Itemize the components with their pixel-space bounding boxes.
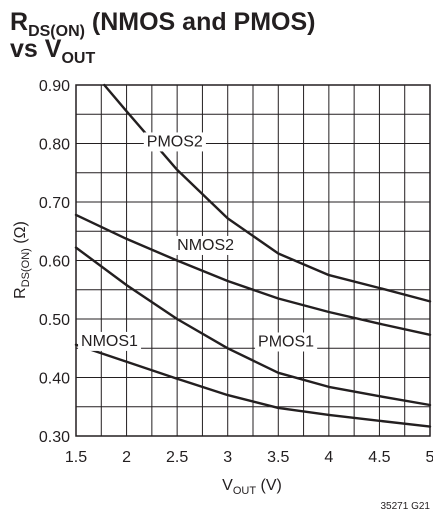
x-tick-label: 2 — [122, 449, 131, 466]
x-axis-label: VOUT (V) — [222, 477, 282, 497]
y-axis-label: RDS(ON) (Ω) — [12, 221, 32, 299]
series-label-nmos1: NMOS1 — [81, 333, 138, 350]
y-tick-label: 0.70 — [39, 195, 70, 212]
series-label-background-nmos1 — [78, 331, 142, 351]
x-tick-label: 4.5 — [368, 449, 390, 466]
series-line-pmos2 — [103, 83, 432, 303]
chart-title-line1: RDS(ON) (NMOS and PMOS) — [10, 8, 316, 40]
series-line-nmos2 — [74, 213, 432, 336]
tick-labels: 1.5 2 2.5 3 3.5 4 4.5 5 0.30 0.40 0.50 0.60 0.70 0.80… — [39, 78, 433, 466]
series-line-nmos1 — [74, 343, 432, 428]
series-labels: PMOS2 NMOS2 PMOS1 NMOS1 — [78, 132, 318, 352]
plot-frame — [75, 84, 431, 437]
series-label-background-pmos2 — [143, 132, 206, 152]
y-tick-label: 0.90 — [39, 78, 70, 95]
series-label-pmos1: PMOS1 — [258, 333, 314, 350]
chart-title-line2: vs VOUT — [10, 35, 95, 67]
x-tick-label: 5 — [426, 449, 433, 466]
series-label-pmos2: PMOS2 — [147, 133, 203, 150]
grid — [75, 84, 431, 437]
y-tick-label: 0.50 — [39, 312, 70, 329]
x-tick-label: 2.5 — [166, 449, 188, 466]
x-tick-label: 3 — [223, 449, 232, 466]
y-tick-label: 0.60 — [39, 254, 70, 271]
x-tick-label: 4 — [324, 449, 333, 466]
series-layer — [74, 83, 432, 428]
figure-id: 35271 G21 — [381, 501, 431, 512]
series-label-background-pmos1 — [255, 332, 318, 352]
x-tick-label: 3.5 — [267, 449, 289, 466]
series-line-pmos1 — [74, 246, 432, 407]
x-tick-label: 1.5 — [65, 449, 87, 466]
series-label-background-nmos2 — [174, 235, 238, 255]
y-tick-label: 0.40 — [39, 371, 70, 388]
y-tick-label: 0.80 — [39, 137, 70, 154]
y-tick-label: 0.30 — [39, 429, 70, 446]
series-label-nmos2: NMOS2 — [177, 237, 234, 254]
